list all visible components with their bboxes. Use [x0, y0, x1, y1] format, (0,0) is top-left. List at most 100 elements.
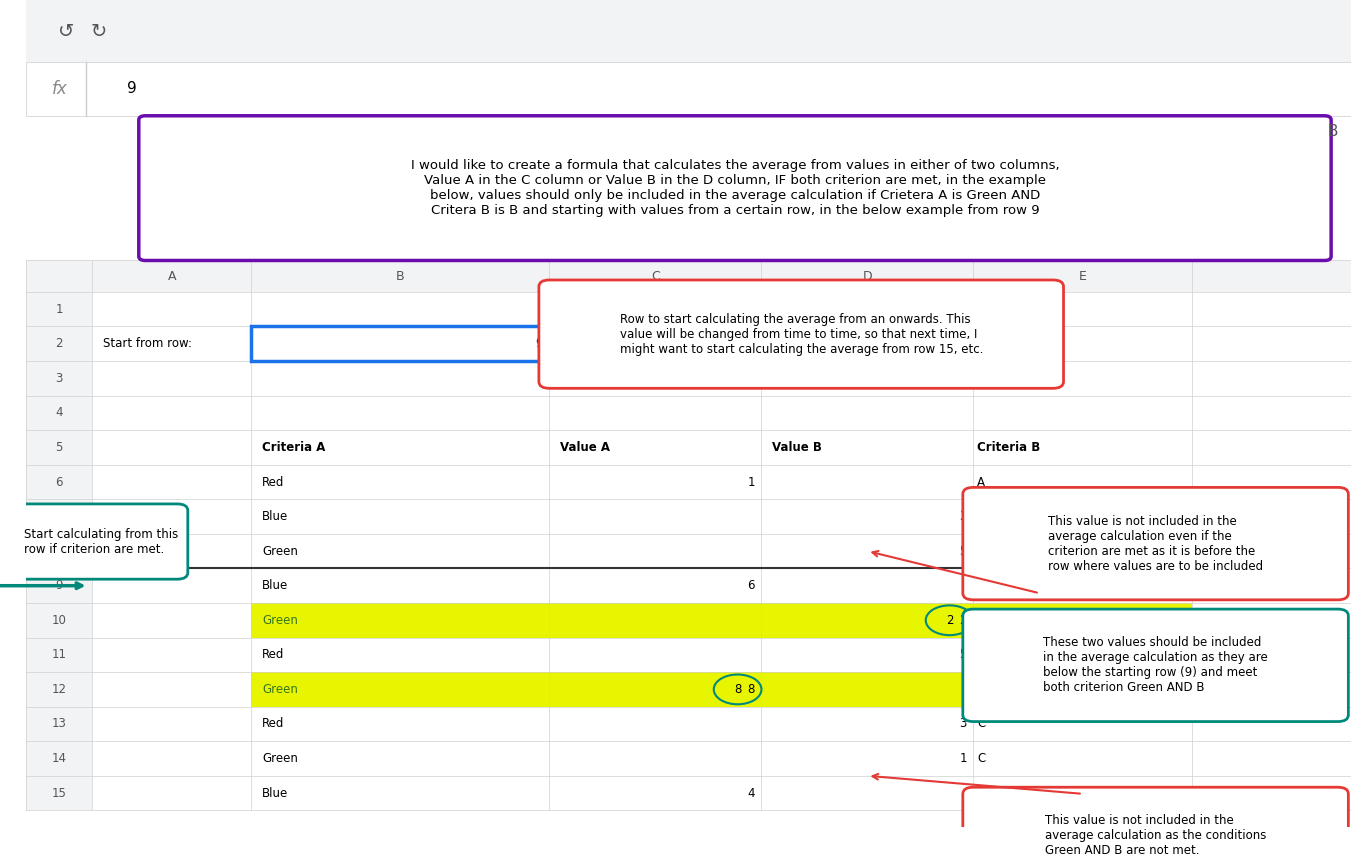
FancyBboxPatch shape	[550, 465, 762, 499]
FancyBboxPatch shape	[974, 430, 1192, 465]
FancyBboxPatch shape	[1192, 499, 1351, 534]
FancyBboxPatch shape	[92, 741, 251, 775]
Text: I would like to create a formula that calculates the average from values in eith: I would like to create a formula that ca…	[411, 159, 1059, 217]
FancyBboxPatch shape	[26, 741, 92, 775]
Text: 5: 5	[55, 441, 63, 454]
FancyBboxPatch shape	[92, 361, 251, 396]
FancyBboxPatch shape	[762, 292, 974, 327]
FancyBboxPatch shape	[26, 534, 92, 569]
Text: 6: 6	[747, 579, 755, 593]
FancyBboxPatch shape	[1192, 638, 1351, 672]
FancyBboxPatch shape	[1192, 327, 1351, 361]
FancyBboxPatch shape	[974, 465, 1192, 499]
Text: 5: 5	[959, 545, 967, 557]
FancyBboxPatch shape	[974, 741, 1192, 775]
FancyBboxPatch shape	[1192, 292, 1351, 327]
Text: 1: 1	[747, 475, 755, 488]
FancyBboxPatch shape	[251, 361, 550, 396]
FancyBboxPatch shape	[251, 741, 550, 775]
FancyBboxPatch shape	[251, 396, 550, 430]
FancyBboxPatch shape	[1192, 741, 1351, 775]
FancyBboxPatch shape	[974, 638, 1192, 672]
FancyBboxPatch shape	[92, 638, 251, 672]
FancyBboxPatch shape	[15, 504, 188, 579]
FancyBboxPatch shape	[974, 672, 1192, 707]
FancyBboxPatch shape	[550, 569, 762, 603]
Text: B: B	[396, 269, 405, 283]
FancyBboxPatch shape	[1192, 775, 1351, 811]
Text: Row to start calculating the average from an onwards. This
value will be changed: Row to start calculating the average fro…	[620, 313, 984, 356]
FancyBboxPatch shape	[26, 569, 92, 603]
Text: Red: Red	[262, 717, 284, 730]
FancyBboxPatch shape	[92, 672, 251, 707]
FancyBboxPatch shape	[974, 603, 1192, 638]
Text: B: B	[977, 545, 985, 557]
Text: Value A: Value A	[561, 441, 611, 454]
FancyBboxPatch shape	[550, 499, 762, 534]
Text: Green: Green	[262, 614, 297, 627]
FancyBboxPatch shape	[974, 775, 1192, 811]
FancyBboxPatch shape	[974, 499, 1192, 534]
Text: 3: 3	[55, 372, 63, 385]
FancyBboxPatch shape	[26, 672, 92, 707]
FancyBboxPatch shape	[251, 327, 550, 361]
Text: C: C	[977, 717, 986, 730]
FancyBboxPatch shape	[550, 741, 762, 775]
Text: This value is not included in the
average calculation even if the
criterion are : This value is not included in the averag…	[1048, 515, 1263, 573]
Text: 1: 1	[55, 303, 63, 315]
FancyBboxPatch shape	[26, 775, 92, 811]
Text: 4: 4	[747, 787, 755, 799]
FancyBboxPatch shape	[251, 707, 550, 741]
FancyBboxPatch shape	[762, 707, 974, 741]
FancyBboxPatch shape	[251, 534, 550, 569]
FancyBboxPatch shape	[251, 499, 550, 534]
FancyBboxPatch shape	[550, 327, 762, 361]
FancyBboxPatch shape	[251, 603, 550, 638]
Text: B: B	[977, 614, 985, 627]
Text: B: B	[977, 683, 985, 696]
Text: 12: 12	[51, 683, 66, 696]
Text: 14: 14	[51, 752, 66, 765]
FancyBboxPatch shape	[762, 327, 974, 361]
FancyBboxPatch shape	[762, 638, 974, 672]
Text: 2: 2	[946, 614, 954, 627]
Text: 9: 9	[262, 337, 269, 351]
Text: 11: 11	[51, 648, 66, 661]
FancyBboxPatch shape	[762, 741, 974, 775]
Text: A: A	[977, 475, 985, 488]
Text: Green: Green	[262, 545, 297, 557]
Text: 3: 3	[959, 717, 967, 730]
FancyBboxPatch shape	[26, 361, 92, 396]
Text: 15: 15	[51, 787, 66, 799]
Text: ↺: ↺	[58, 21, 74, 40]
FancyBboxPatch shape	[550, 534, 762, 569]
FancyBboxPatch shape	[963, 609, 1348, 722]
FancyBboxPatch shape	[550, 603, 762, 638]
Text: Blue: Blue	[262, 510, 288, 523]
FancyBboxPatch shape	[92, 327, 251, 361]
Text: Blue: Blue	[262, 579, 288, 593]
FancyBboxPatch shape	[1192, 672, 1351, 707]
FancyBboxPatch shape	[251, 292, 550, 327]
FancyBboxPatch shape	[26, 707, 92, 741]
Text: C: C	[977, 752, 986, 765]
Text: B: B	[977, 648, 985, 661]
Text: These two values should be included
in the average calculation as they are
below: These two values should be included in t…	[1043, 636, 1269, 694]
FancyBboxPatch shape	[1192, 569, 1351, 603]
Text: A: A	[168, 269, 176, 283]
Text: A: A	[977, 579, 985, 593]
FancyBboxPatch shape	[92, 430, 251, 465]
Text: A: A	[977, 787, 985, 799]
Text: 13: 13	[51, 717, 66, 730]
FancyBboxPatch shape	[550, 672, 762, 707]
Text: Start calculating from this
row if criterion are met.: Start calculating from this row if crite…	[24, 528, 178, 556]
Text: Green: Green	[262, 752, 297, 765]
FancyBboxPatch shape	[26, 327, 92, 361]
FancyBboxPatch shape	[762, 534, 974, 569]
Text: 5: 5	[959, 648, 967, 661]
Text: 9: 9	[127, 81, 136, 97]
Text: This value is not included in the
average calculation as the conditions
Green AN: This value is not included in the averag…	[1044, 814, 1266, 855]
FancyBboxPatch shape	[974, 327, 1192, 361]
FancyBboxPatch shape	[1192, 430, 1351, 465]
FancyBboxPatch shape	[92, 707, 251, 741]
